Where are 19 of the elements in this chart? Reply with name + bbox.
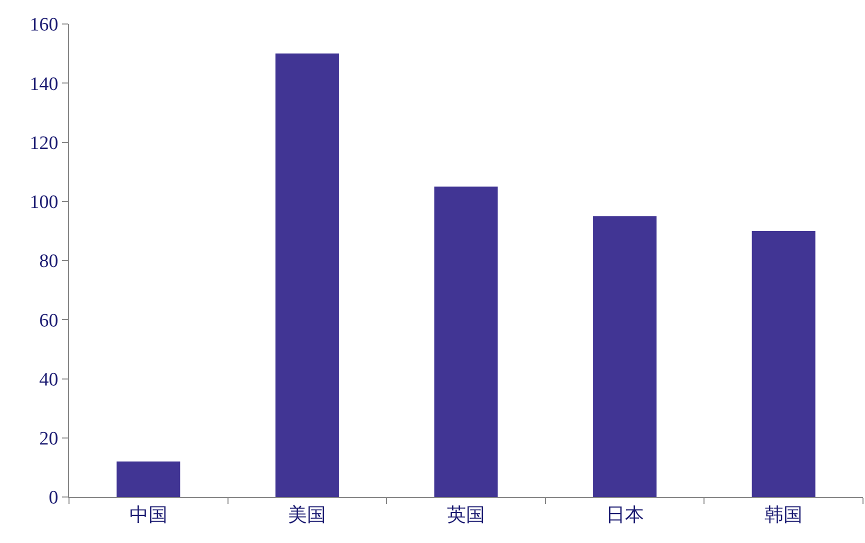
x-tick-label: 英国 bbox=[447, 504, 485, 526]
x-tick-label: 中国 bbox=[129, 504, 168, 526]
bar bbox=[752, 230, 816, 497]
bar bbox=[593, 216, 657, 497]
bar bbox=[275, 54, 339, 497]
y-tick-label: 140 bbox=[30, 74, 58, 95]
y-tick-label: 160 bbox=[30, 14, 58, 36]
y-tick-label: 80 bbox=[39, 251, 58, 272]
x-tick-label: 韩国 bbox=[764, 504, 803, 526]
y-tick-label: 20 bbox=[39, 428, 58, 450]
y-tick-label: 0 bbox=[48, 488, 58, 509]
y-tick-label: 100 bbox=[30, 192, 58, 214]
y-tick-label: 60 bbox=[39, 310, 58, 332]
bar bbox=[434, 186, 498, 497]
y-tick-label: 120 bbox=[30, 132, 58, 154]
x-tick-label: 美国 bbox=[288, 504, 326, 526]
y-tick-label: 40 bbox=[39, 369, 58, 390]
bar bbox=[116, 462, 180, 497]
x-tick-label: 日本 bbox=[606, 504, 644, 526]
